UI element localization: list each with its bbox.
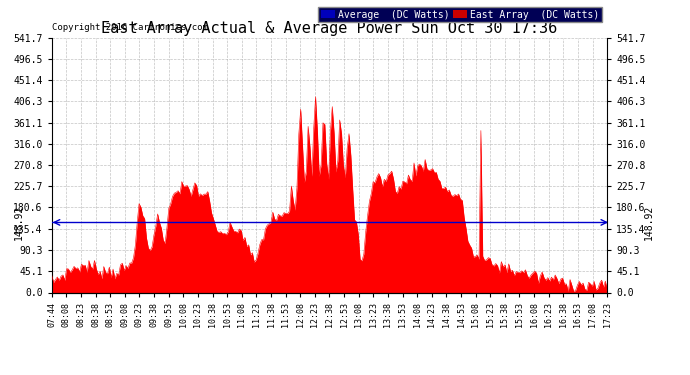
Text: Copyright 2016 Cartronics.com: Copyright 2016 Cartronics.com: [52, 23, 208, 32]
Title: East Array Actual & Average Power Sun Oct 30 17:36: East Array Actual & Average Power Sun Oc…: [101, 21, 558, 36]
Text: 148.92: 148.92: [644, 205, 654, 240]
Legend: Average  (DC Watts), East Array  (DC Watts): Average (DC Watts), East Array (DC Watts…: [317, 7, 602, 22]
Text: 148.92: 148.92: [13, 205, 23, 240]
